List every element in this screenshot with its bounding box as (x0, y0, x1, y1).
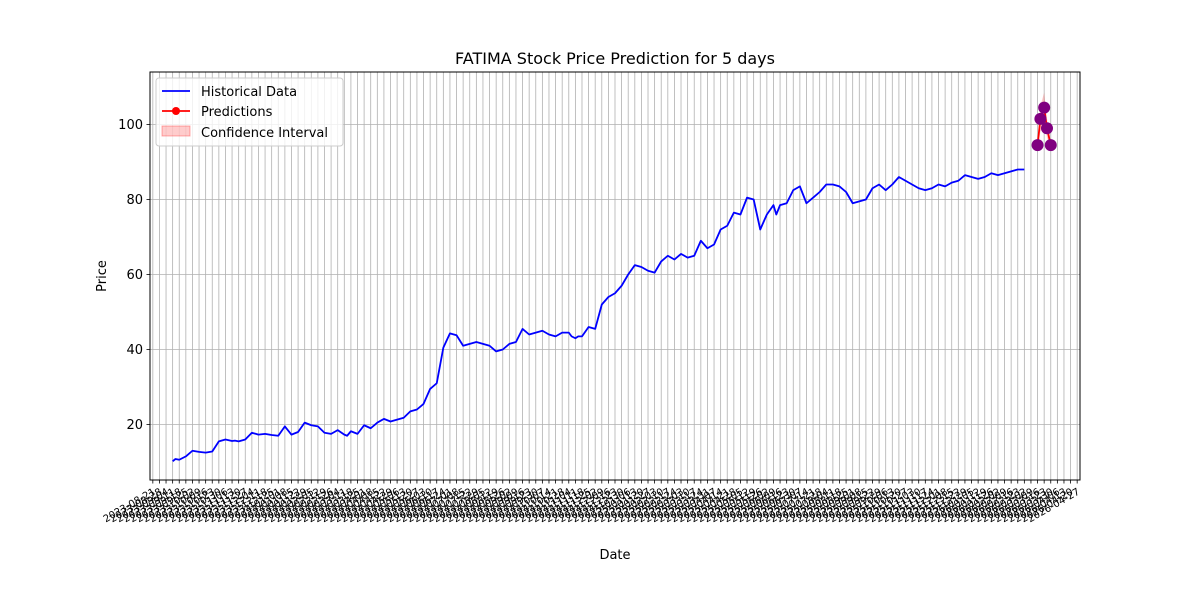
prediction-point (1044, 139, 1057, 152)
legend-historical-label: Historical Data (201, 85, 297, 100)
y-tick-label: 60 (126, 268, 143, 283)
prediction-point (1038, 101, 1051, 114)
prediction-point (1031, 139, 1044, 152)
y-tick-label: 20 (126, 418, 143, 433)
legend-predictions-label: Predictions (201, 105, 273, 120)
legend-predictions-marker (172, 107, 180, 115)
legend-box (155, 77, 344, 147)
y-tick-label: 80 (126, 193, 143, 208)
legend-ci-swatch (161, 125, 191, 137)
prediction-point (1040, 122, 1053, 135)
y-axis-ticks: 20 40 60 80 100 (118, 118, 150, 433)
prediction-point (1034, 112, 1047, 125)
y-tick-label: 100 (118, 118, 143, 133)
chart-title: FATIMA Stock Price Prediction for 5 days (455, 49, 775, 68)
x-axis-label: Date (599, 548, 630, 563)
legend: Historical Data Predictions Confidence I… (155, 77, 344, 147)
y-axis-label: Price (95, 260, 110, 292)
legend-ci-label: Confidence Interval (201, 126, 328, 141)
grid-layer (150, 72, 1080, 480)
historical-data-line (172, 168, 1025, 462)
series-layer (172, 101, 1057, 462)
y-tick-label: 40 (126, 343, 143, 358)
